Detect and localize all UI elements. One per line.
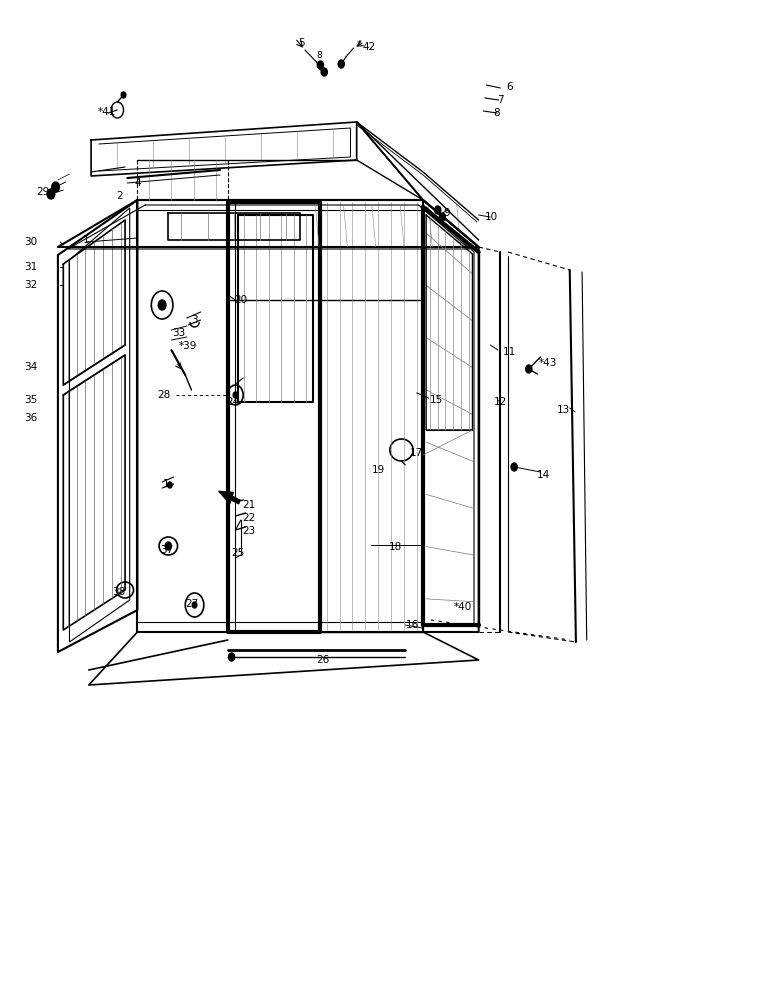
Text: 27: 27: [185, 599, 198, 609]
Circle shape: [511, 463, 517, 471]
Circle shape: [168, 482, 172, 488]
Circle shape: [158, 300, 166, 310]
Circle shape: [321, 68, 327, 76]
Circle shape: [121, 92, 126, 98]
Text: 23: 23: [242, 526, 256, 536]
Text: *43: *43: [539, 358, 557, 368]
Circle shape: [526, 365, 532, 373]
Text: 9: 9: [443, 208, 449, 218]
Text: 14: 14: [537, 470, 550, 480]
Text: 11: 11: [503, 347, 516, 357]
Text: 22: 22: [242, 513, 256, 523]
Circle shape: [439, 213, 445, 221]
Text: 18: 18: [388, 542, 402, 552]
Text: 3: 3: [191, 315, 198, 325]
Text: 31: 31: [24, 262, 38, 272]
Text: 1: 1: [83, 235, 90, 245]
Text: 12: 12: [493, 397, 507, 407]
Circle shape: [229, 653, 235, 661]
Text: 2: 2: [117, 191, 123, 201]
Text: 28: 28: [157, 390, 171, 400]
Text: 37: 37: [160, 545, 174, 555]
Text: 32: 32: [24, 280, 38, 290]
Text: 10: 10: [484, 212, 498, 222]
Text: 30: 30: [24, 237, 38, 247]
Text: 8: 8: [493, 108, 499, 118]
Text: 35: 35: [24, 395, 38, 405]
Circle shape: [192, 602, 197, 608]
Text: 34: 34: [24, 362, 38, 372]
Text: 20: 20: [234, 295, 248, 305]
FancyArrow shape: [218, 491, 240, 504]
Text: *: *: [357, 39, 361, 48]
Text: 8: 8: [316, 50, 322, 60]
Text: 26: 26: [316, 655, 330, 665]
Text: 15: 15: [429, 395, 443, 405]
Text: *39: *39: [179, 341, 198, 351]
Circle shape: [317, 61, 323, 69]
Text: 24: 24: [226, 397, 240, 407]
Text: 1: 1: [163, 479, 169, 489]
Text: 33: 33: [172, 328, 186, 338]
Text: 29: 29: [36, 187, 49, 197]
Circle shape: [435, 206, 441, 214]
Circle shape: [52, 182, 59, 192]
Text: 16: 16: [405, 620, 419, 630]
Text: 21: 21: [242, 500, 256, 510]
Text: 42: 42: [362, 42, 376, 52]
Text: 25: 25: [231, 548, 245, 558]
Circle shape: [233, 392, 238, 398]
Circle shape: [338, 60, 344, 68]
Circle shape: [165, 542, 171, 550]
Text: *40: *40: [454, 602, 472, 612]
Text: 13: 13: [557, 405, 571, 415]
Text: 4: 4: [134, 178, 141, 188]
Text: 6: 6: [506, 82, 513, 92]
Text: 7: 7: [497, 95, 503, 105]
Text: 19: 19: [371, 465, 385, 475]
Circle shape: [47, 189, 55, 199]
Text: 38: 38: [112, 587, 126, 597]
Text: *41: *41: [97, 107, 116, 117]
Text: 17: 17: [410, 448, 424, 458]
Text: 5: 5: [298, 38, 304, 48]
Text: 36: 36: [24, 413, 38, 423]
